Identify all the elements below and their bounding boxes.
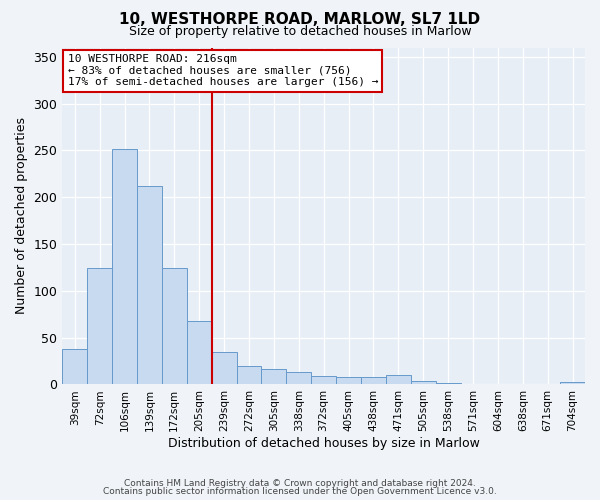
Bar [262, 370, 286, 384]
Bar [62, 349, 87, 384]
X-axis label: Distribution of detached houses by size in Marlow: Distribution of detached houses by size … [168, 437, 479, 450]
Bar [560, 382, 585, 384]
Text: Size of property relative to detached houses in Marlow: Size of property relative to detached ho… [128, 25, 472, 38]
Bar [336, 377, 361, 384]
Bar [386, 375, 411, 384]
Bar [361, 377, 386, 384]
Bar [436, 382, 461, 384]
Y-axis label: Number of detached properties: Number of detached properties [15, 118, 28, 314]
Bar [162, 268, 187, 384]
Text: 10, WESTHORPE ROAD, MARLOW, SL7 1LD: 10, WESTHORPE ROAD, MARLOW, SL7 1LD [119, 12, 481, 28]
Text: Contains public sector information licensed under the Open Government Licence v3: Contains public sector information licen… [103, 488, 497, 496]
Bar [311, 376, 336, 384]
Text: Contains HM Land Registry data © Crown copyright and database right 2024.: Contains HM Land Registry data © Crown c… [124, 478, 476, 488]
Bar [187, 321, 212, 384]
Bar [286, 372, 311, 384]
Bar [236, 366, 262, 384]
Bar [212, 352, 236, 384]
Bar [87, 268, 112, 384]
Text: 10 WESTHORPE ROAD: 216sqm
← 83% of detached houses are smaller (756)
17% of semi: 10 WESTHORPE ROAD: 216sqm ← 83% of detac… [68, 54, 378, 88]
Bar [112, 148, 137, 384]
Bar [411, 380, 436, 384]
Bar [137, 186, 162, 384]
